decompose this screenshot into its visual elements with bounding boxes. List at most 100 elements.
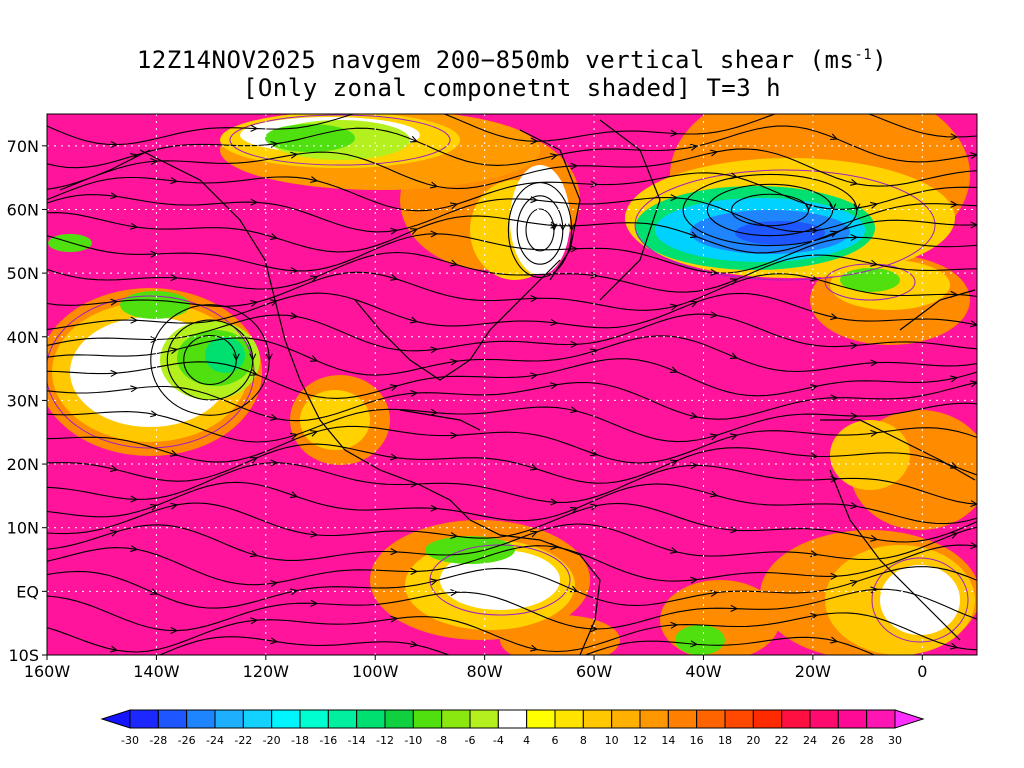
title-prefix: 12Z14NOV2025 navgem 200−850mb vertical s…: [136, 46, 855, 74]
colorbar-label: 8: [580, 734, 587, 747]
colorbar-swatch: [809, 709, 839, 729]
streamline-arrow: [270, 413, 279, 421]
streamline-arrow: [670, 621, 679, 629]
streamline-arrow: [870, 586, 879, 594]
colorbar-high-arrow: [894, 709, 925, 729]
streamline-arrow: [290, 312, 299, 320]
streamline-arrow: [670, 194, 679, 202]
streamline-arrow: [130, 316, 139, 324]
streamline-arrow: [870, 201, 879, 209]
streamline-arrow: [670, 547, 679, 554]
streamline-arrow: [950, 642, 959, 650]
streamline-arrow: [270, 233, 279, 240]
streamline-arrow: [310, 176, 319, 184]
streamline-arrow: [870, 534, 879, 542]
streamline-arrow: [450, 202, 459, 210]
streamline-arrow: [730, 604, 739, 612]
streamline: [47, 292, 977, 330]
streamline-arrow: [850, 342, 859, 350]
streamline: [47, 481, 977, 525]
streamline-arrow: [950, 133, 959, 141]
map-frame: [46, 113, 978, 656]
streamline-arrow: [149, 503, 159, 511]
streamline-arrow: [170, 347, 179, 355]
streamline-arrow: [409, 135, 419, 143]
streamline-arrow: [970, 542, 977, 550]
streamline-arrow: [430, 578, 439, 586]
streamline-arrow: [270, 579, 279, 587]
streamline-arrow: [570, 245, 579, 253]
streamline-arrow: [850, 233, 859, 242]
streamline-arrow: [590, 503, 599, 511]
streamlines: [47, 114, 977, 671]
streamline-arrow: [450, 259, 459, 267]
streamline-arrow: [669, 366, 679, 373]
colorbar-swatch: [356, 709, 386, 729]
streamline-arrow: [670, 303, 679, 311]
streamline-arrow: [530, 137, 539, 145]
lon-label: 40W: [685, 662, 721, 681]
streamline-arrow: [450, 431, 459, 440]
streamline-arrow: [810, 612, 819, 620]
streamline-arrow: [870, 359, 879, 367]
streamline-arrow: [710, 311, 719, 319]
streamline-arrow: [830, 394, 839, 402]
colorbar-label: 14: [661, 734, 675, 747]
streamline-arrow: [232, 353, 240, 362]
streamline-arrow: [150, 410, 159, 418]
colorbar-label: -10: [404, 734, 422, 747]
colorbar-swatch: [611, 709, 641, 729]
colorbar-swatch: [724, 709, 754, 729]
lon-label: 60W: [576, 662, 612, 681]
colorbar-swatch: [299, 709, 329, 729]
streamline: [47, 233, 977, 274]
streamline: [47, 612, 977, 653]
colorbar-swatch: [781, 709, 811, 729]
colorbar-label: 26: [831, 734, 845, 747]
streamline-arrow: [150, 250, 159, 258]
colorbar-swatch: [214, 709, 244, 729]
colorbar-label: 30: [888, 734, 902, 747]
streamline-arrow: [830, 636, 839, 644]
colorbar-label: 16: [690, 734, 704, 747]
colorbar-swatch: [582, 709, 613, 729]
streamline: [47, 588, 977, 632]
colorbar-swatch: [837, 709, 868, 729]
colorbar-label: -4: [493, 734, 504, 747]
streamline-arrow: [550, 665, 557, 671]
streamline-arrow: [249, 353, 257, 362]
colorbar-label: -16: [319, 734, 337, 747]
colorbar-label: 24: [803, 734, 817, 747]
streamline-arrow: [570, 340, 579, 348]
streamline-arrow: [829, 203, 837, 212]
streamline-arrow: [810, 274, 819, 282]
streamline-arrow: [130, 545, 139, 553]
streamline-arrow: [970, 221, 977, 229]
streamline-arrow: [970, 500, 977, 508]
streamline-arrow: [729, 352, 739, 360]
streamline-arrow: [249, 456, 259, 464]
streamline: [47, 502, 977, 543]
colorbar-swatch: [129, 709, 159, 729]
streamline-arrow: [690, 576, 699, 584]
streamline-arrow: [870, 259, 879, 267]
streamline-arrow: [849, 579, 859, 587]
streamline-arrow: [550, 223, 558, 232]
streamline-arrow: [430, 504, 439, 512]
streamline-arrow: [850, 178, 859, 186]
colorbar-swatch: [639, 709, 669, 729]
streamline-arrow: [430, 181, 439, 189]
colorbar-swatch: [384, 709, 414, 729]
colorbar-swatch: [696, 709, 726, 729]
streamline-arrow: [110, 192, 119, 200]
streamline: [47, 462, 977, 505]
streamline: [47, 544, 977, 586]
streamline: [47, 251, 977, 293]
lat-label: 30N: [7, 391, 39, 410]
streamline-arrow: [110, 140, 119, 148]
colorbar-label: 18: [718, 734, 732, 747]
map-title-line2: [Only zonal componetnt shaded] T=3 h: [242, 74, 782, 102]
map-plot-area: [47, 114, 977, 671]
lat-label: 50N: [7, 264, 39, 283]
lon-label: 80W: [467, 662, 503, 681]
